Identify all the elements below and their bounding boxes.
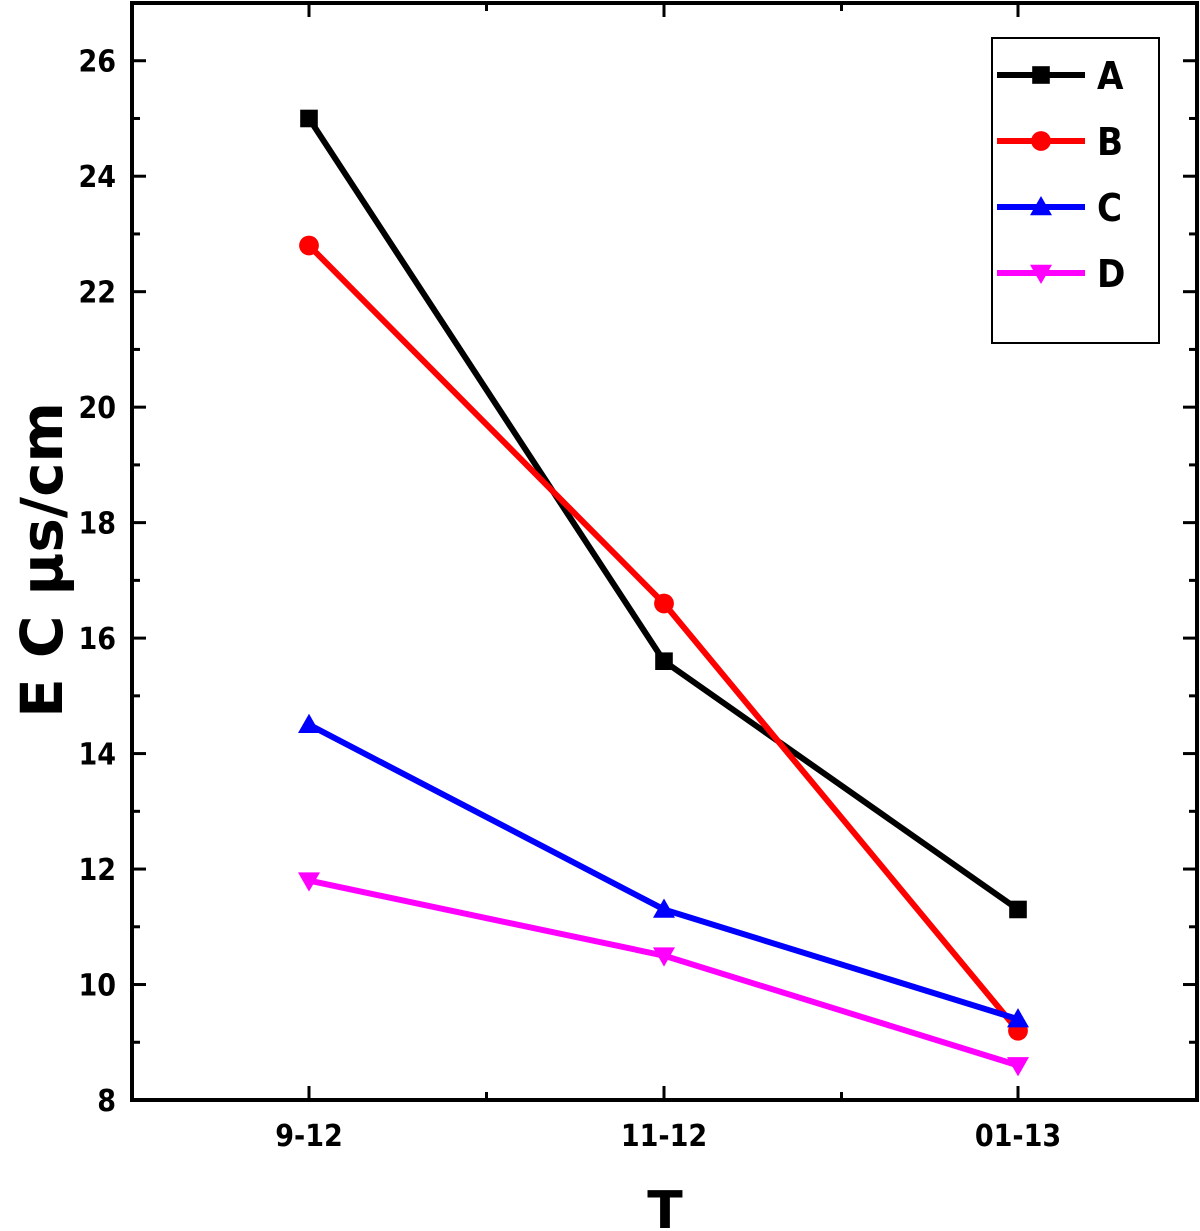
series-d <box>298 872 1029 1077</box>
y-tick-label: 12 <box>78 853 116 888</box>
x-tick-label: 11-12 <box>621 1119 707 1154</box>
data-point-a <box>300 109 318 128</box>
legend-label-a: A <box>1097 54 1124 98</box>
data-point-a <box>655 652 673 670</box>
legend-box <box>991 37 1160 344</box>
y-tick-label: 8 <box>97 1084 116 1119</box>
x-tick-label: 9-12 <box>275 1119 343 1154</box>
legend-marker-b <box>1031 131 1051 151</box>
data-point-d <box>298 872 320 892</box>
legend-label-c: C <box>1097 186 1122 230</box>
data-point-d <box>1007 1057 1029 1077</box>
y-tick-label: 16 <box>78 622 116 657</box>
series-a <box>300 109 1027 919</box>
legend-label-d: D <box>1097 252 1125 296</box>
data-point-c <box>1007 1008 1029 1028</box>
data-point-d <box>653 947 675 967</box>
legend-marker-a <box>1032 66 1050 84</box>
y-tick-label: 14 <box>78 738 116 773</box>
data-point-c <box>298 713 320 733</box>
legend-label-b: B <box>1097 120 1123 164</box>
series-layer <box>298 109 1029 1077</box>
series-line-c <box>307 722 1019 1023</box>
y-tick-label: 24 <box>78 160 116 195</box>
y-tick-label: 26 <box>78 45 116 80</box>
data-point-b <box>299 235 319 256</box>
y-axis-title: E C μs/cm <box>8 402 76 718</box>
data-point-b <box>654 593 674 614</box>
x-axis-title: T <box>647 1181 683 1231</box>
legend-marker-c <box>1030 196 1052 216</box>
y-axis: 8 10 12 14 16 18 20 22 24 26 <box>78 45 1197 1119</box>
series-c <box>298 713 1029 1028</box>
series-line-a <box>306 116 1020 912</box>
series-b <box>299 235 1028 1041</box>
y-tick-label: 10 <box>78 969 116 1004</box>
y-tick-label: 20 <box>78 391 116 426</box>
data-point-a <box>1009 900 1027 919</box>
y-tick-label: 18 <box>78 507 116 542</box>
y-tick-label: 22 <box>78 276 116 311</box>
x-axis: 9-12 11-12 01-13 <box>275 3 1198 1154</box>
legend-marker-d <box>1030 264 1052 284</box>
data-point-c <box>653 898 675 918</box>
x-tick-label: 01-13 <box>975 1119 1061 1154</box>
